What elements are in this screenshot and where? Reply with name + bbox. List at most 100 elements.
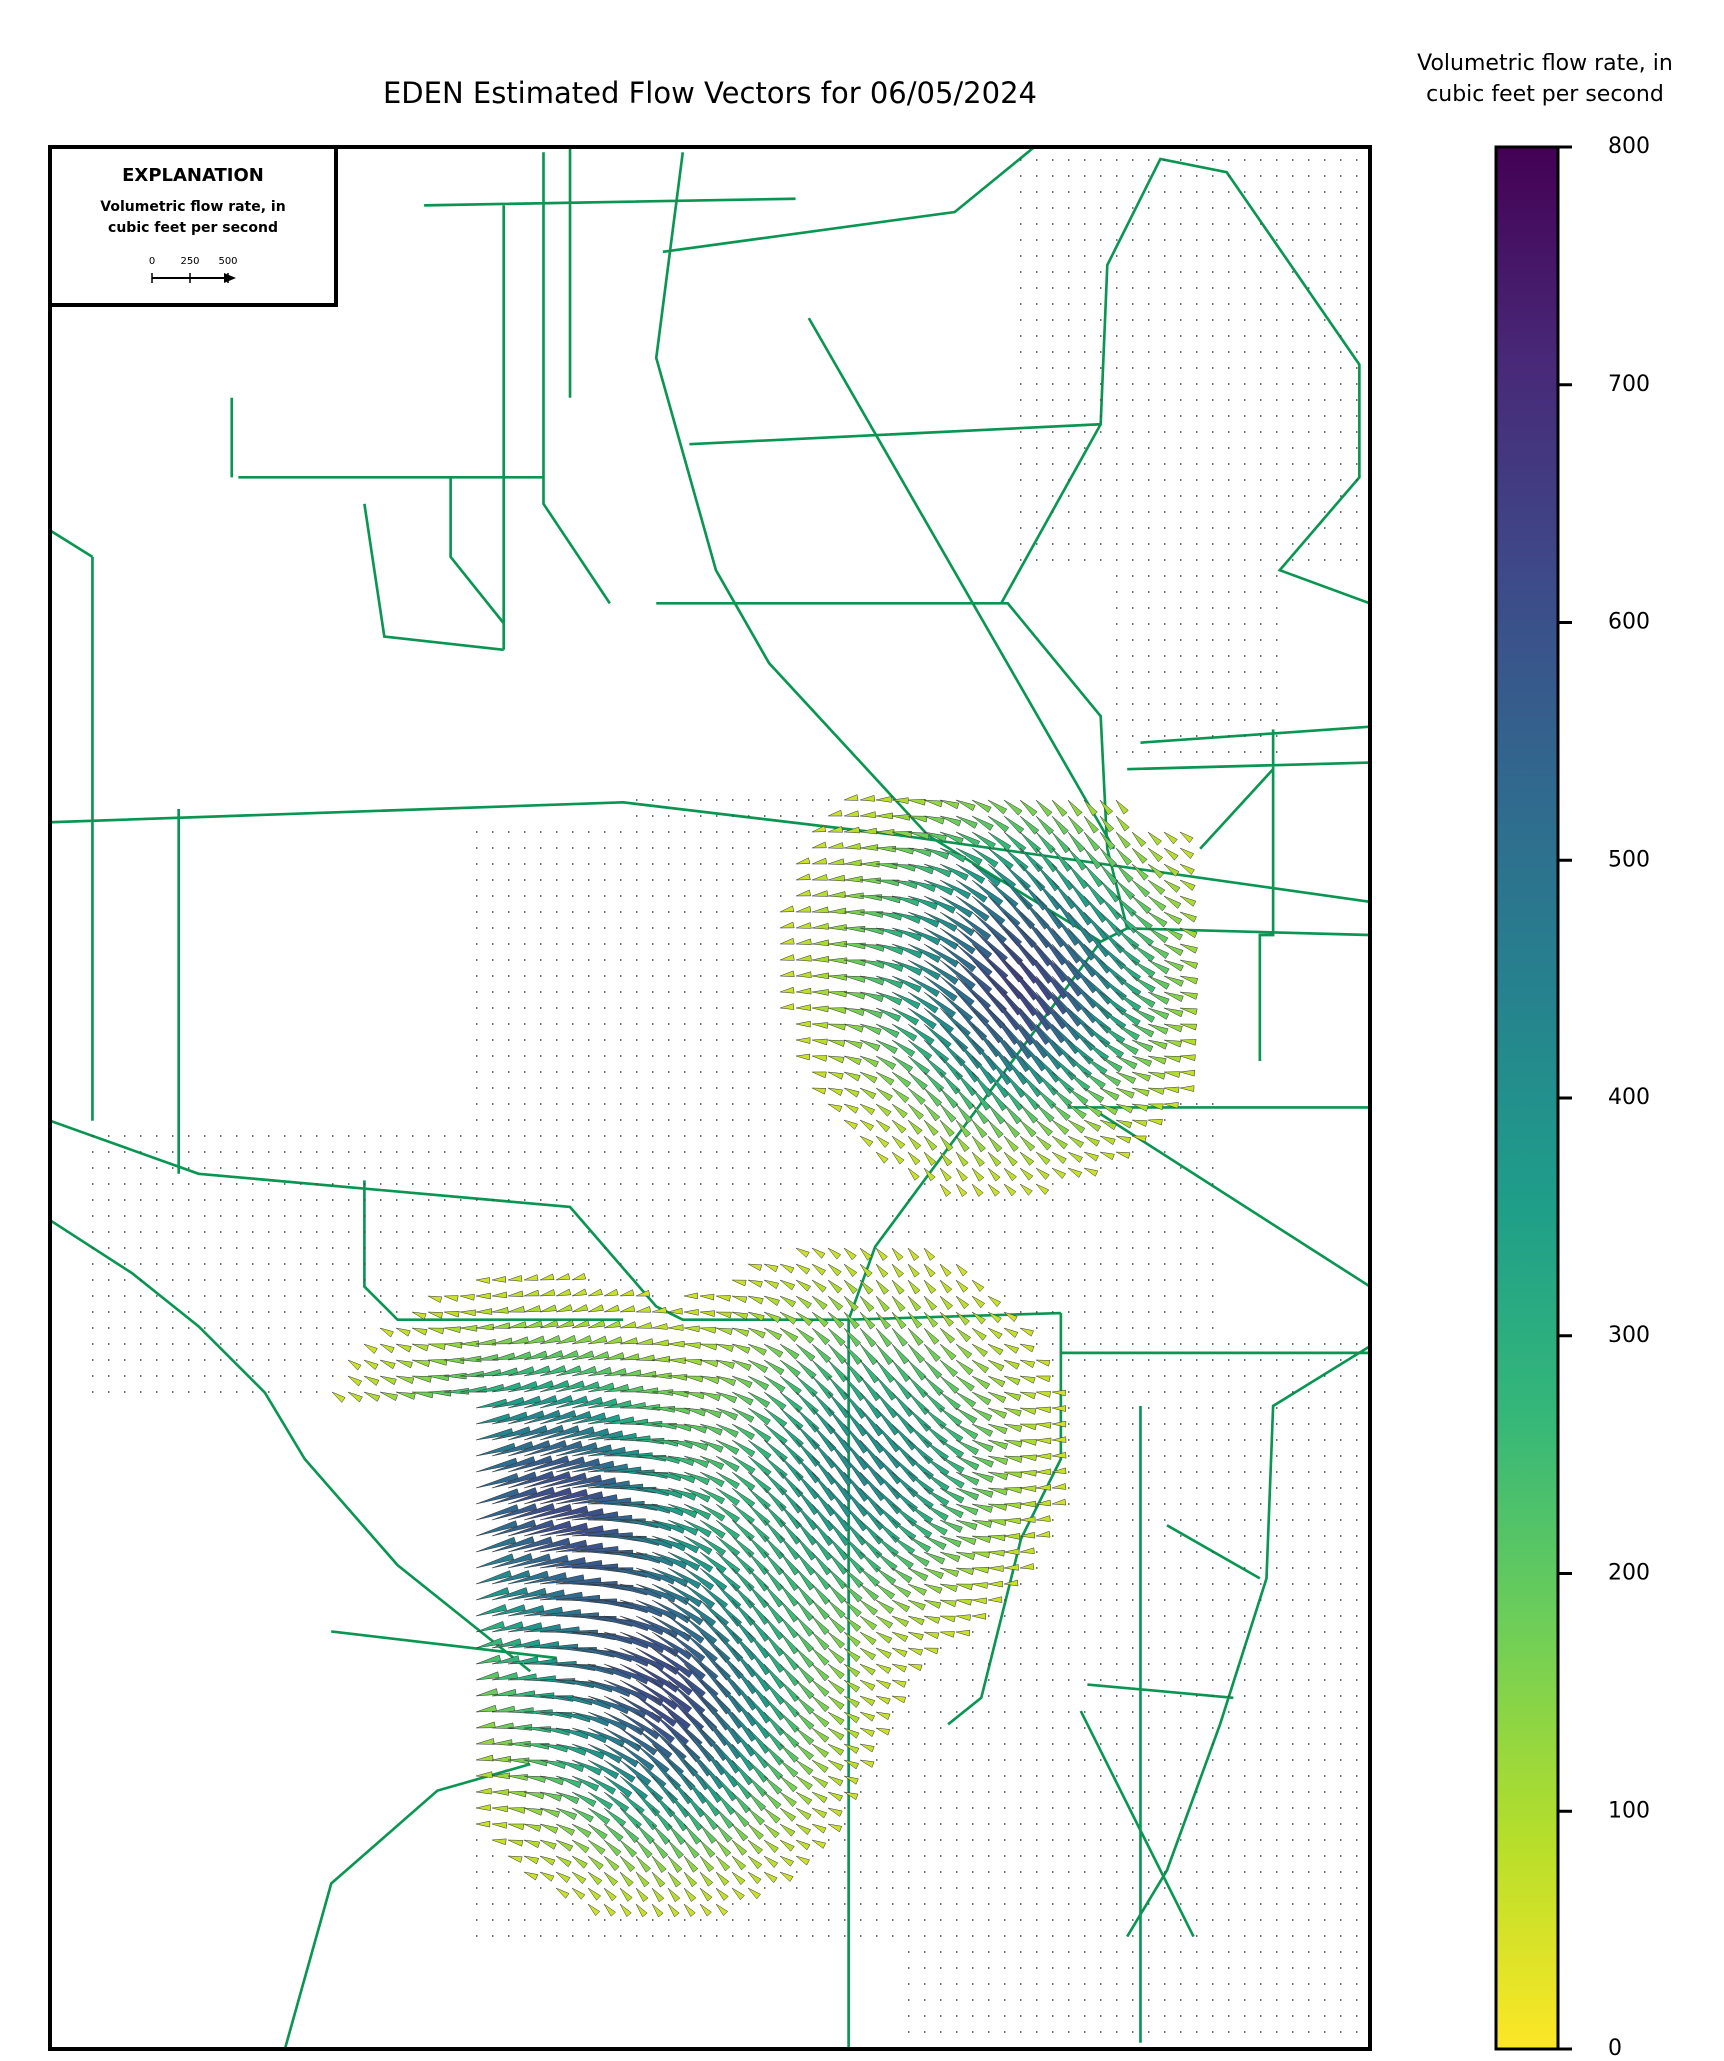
flow-vector — [1083, 863, 1104, 888]
flow-vector — [587, 1430, 624, 1441]
flow-vector — [891, 863, 916, 872]
flow-vector — [811, 1247, 826, 1259]
flow-vector — [635, 1887, 649, 1903]
flow-vector — [827, 1711, 845, 1726]
flow-vector — [699, 1455, 725, 1471]
flow-vector — [795, 1263, 811, 1275]
flow-vector — [1147, 1071, 1166, 1080]
flow-vector — [907, 1535, 932, 1553]
flow-vector — [1131, 895, 1152, 915]
flow-vector — [795, 1247, 810, 1258]
flow-vector — [891, 1103, 908, 1119]
flow-vector — [875, 1263, 889, 1278]
flow-vector — [875, 975, 904, 989]
flow-vector — [939, 959, 976, 990]
flow-vector — [811, 1455, 837, 1486]
flow-vector — [363, 1359, 379, 1370]
flow-vector — [875, 796, 892, 803]
flow-vector — [1051, 1451, 1067, 1459]
flow-vector — [619, 1631, 665, 1654]
flow-vector-field — [92, 159, 1358, 2033]
flow-vector — [987, 1167, 1001, 1182]
flow-vector — [635, 1823, 655, 1845]
flow-vector — [779, 1487, 803, 1514]
flow-vector — [1083, 1151, 1099, 1162]
flow-vector — [475, 1570, 512, 1585]
flow-vector — [731, 1727, 756, 1757]
flow-vector — [603, 1320, 621, 1329]
flow-vector — [699, 1503, 726, 1522]
flow-vector — [939, 1535, 962, 1548]
flow-vector — [747, 1455, 772, 1477]
flow-vector — [683, 1583, 716, 1609]
flow-vector — [555, 1426, 595, 1441]
flow-vector — [619, 1759, 652, 1786]
flow-vector — [475, 1704, 497, 1713]
flow-vector — [491, 1604, 526, 1617]
flow-vector — [1083, 1135, 1100, 1147]
flow-vector — [923, 1551, 946, 1565]
flow-vector — [651, 1855, 667, 1874]
flow-vector — [907, 1327, 924, 1346]
flow-vector — [1115, 1055, 1138, 1070]
flow-vector — [491, 1805, 509, 1813]
flow-vector — [491, 1471, 537, 1489]
flow-vector — [1083, 1119, 1102, 1132]
flow-vector — [1067, 1103, 1087, 1120]
flow-vector — [811, 1439, 837, 1469]
flow-vector — [859, 795, 876, 802]
flow-vector — [987, 879, 1019, 909]
flow-vector — [939, 1071, 961, 1095]
flow-vector — [875, 927, 904, 938]
flow-vector — [971, 815, 994, 831]
flow-vector — [875, 943, 904, 955]
flow-vector — [1067, 943, 1097, 978]
flow-vector — [603, 1775, 633, 1798]
flow-vector — [475, 1553, 515, 1569]
flow-vector — [715, 1711, 743, 1745]
flow-vector — [619, 1663, 665, 1689]
flow-vector — [1115, 1023, 1140, 1041]
flow-vector — [827, 1615, 846, 1634]
flow-vector — [539, 1380, 570, 1393]
flow-vector — [667, 1583, 703, 1608]
flow-vector — [507, 1757, 530, 1765]
flow-vector — [491, 1396, 525, 1409]
flow-vector — [1131, 863, 1149, 881]
flow-vector — [1115, 831, 1131, 849]
flow-vector — [699, 1791, 721, 1817]
flow-vector — [715, 1695, 744, 1730]
flow-vector — [939, 1151, 953, 1167]
flow-vector — [379, 1359, 396, 1370]
flow-vector — [811, 1087, 827, 1095]
flow-vector — [539, 1839, 557, 1850]
flow-vector — [427, 1295, 443, 1303]
flow-vector — [763, 1647, 785, 1673]
flow-vector — [523, 1335, 545, 1345]
flow-vector — [699, 1327, 717, 1334]
flow-vector — [907, 1375, 929, 1399]
flow-vector — [859, 1279, 874, 1295]
flow-vector — [1019, 1039, 1047, 1072]
flow-vector — [1163, 991, 1184, 1003]
flow-vector — [1019, 1327, 1034, 1337]
flow-vector — [795, 1679, 815, 1700]
flow-vector — [939, 911, 975, 937]
flow-vector — [859, 1503, 885, 1531]
flow-vector — [827, 842, 844, 849]
flow-vector — [347, 1391, 363, 1403]
flow-vector — [891, 847, 914, 855]
flow-vector — [779, 1407, 804, 1431]
flow-vector — [1003, 1502, 1022, 1509]
flow-vector — [731, 1471, 756, 1492]
flow-vector — [475, 1771, 493, 1778]
flow-vector — [523, 1305, 541, 1313]
flow-vector — [939, 1327, 956, 1344]
flow-vector — [683, 1407, 706, 1417]
flow-vector — [987, 1455, 1009, 1466]
flow-vector — [939, 1503, 964, 1519]
flow-vector — [811, 906, 829, 914]
flow-vector — [987, 1407, 1008, 1419]
flow-vector — [523, 1871, 539, 1881]
flow-vector — [427, 1327, 445, 1335]
